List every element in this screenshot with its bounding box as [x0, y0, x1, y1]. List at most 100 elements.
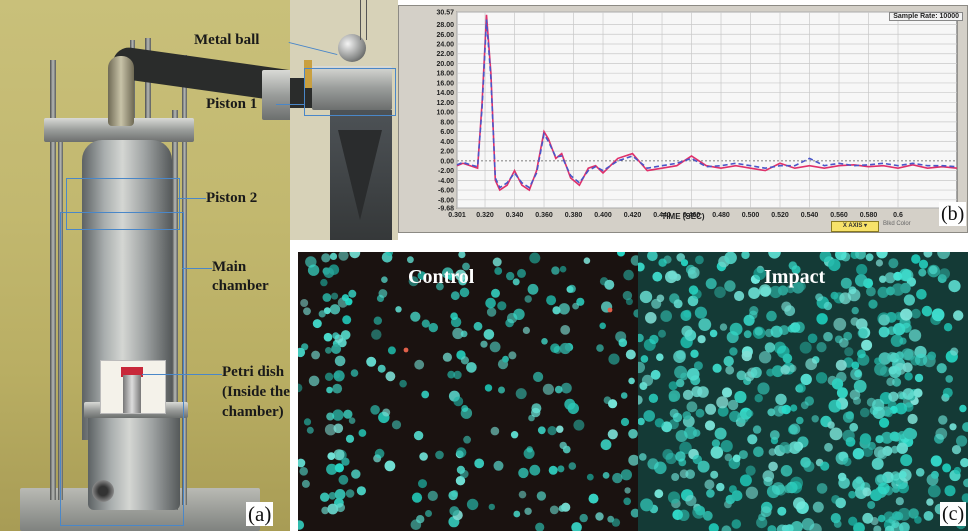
cell-nucleus [686, 401, 698, 413]
cell-nucleus [945, 375, 953, 383]
x-axis-dropdown[interactable]: X AXIS ▾ [831, 221, 879, 232]
cell-nucleus [788, 441, 802, 454]
cell-nucleus [884, 272, 896, 284]
cell-nucleus [852, 448, 865, 460]
metal-ball-label: Metal ball [194, 32, 260, 48]
cell-nucleus [747, 434, 758, 445]
x-tick-label: 0.540 [801, 212, 819, 219]
cell-nucleus [656, 353, 664, 361]
cell-nucleus [450, 291, 460, 301]
cell-nucleus [836, 387, 848, 399]
cell-nucleus [654, 418, 665, 428]
cell-nucleus [714, 286, 726, 299]
cell-nucleus [599, 322, 606, 330]
cell-nucleus [341, 457, 350, 466]
cell-nucleus [537, 426, 546, 435]
main-chamber-label-line1: Main [212, 259, 247, 275]
panel-b-tag: (b) [939, 202, 967, 226]
cell-nucleus [780, 365, 790, 375]
cell-nucleus [830, 513, 841, 524]
cell-nucleus [561, 382, 572, 394]
cell-nucleus [923, 252, 933, 258]
cell-nucleus [870, 489, 882, 502]
cell-nucleus [879, 417, 890, 428]
y-tick-label: 20.00 [436, 61, 454, 68]
cell-nucleus [307, 264, 320, 276]
cell-nucleus [321, 506, 329, 515]
cell-nucleus [331, 292, 339, 300]
waveform-chart: 30.57 28.00 26.00 24.00 22.00 20.00 18.00 16.00… [436, 10, 958, 219]
cell-nucleus [373, 316, 382, 325]
cell-nucleus [345, 489, 355, 498]
cell-nucleus [320, 492, 330, 502]
cell-nucleus [842, 457, 852, 467]
cell-nucleus [710, 446, 724, 459]
cell-nucleus [931, 308, 945, 322]
y-tick-label: 30.57 [436, 10, 454, 17]
cell-nucleus [805, 358, 818, 371]
cell-nucleus [956, 435, 968, 447]
cell-nucleus [788, 261, 797, 270]
petri-dish-leader [142, 374, 222, 375]
cell-nucleus [298, 383, 303, 393]
red-cell-marker [607, 307, 613, 313]
sample-rate-badge: Sample Rate: 10000 [889, 12, 963, 21]
cell-nucleus [456, 447, 467, 458]
cell-nucleus [960, 458, 968, 468]
cell-nucleus [300, 299, 309, 307]
cell-nucleus [600, 439, 612, 451]
cell-nucleus [348, 289, 357, 298]
cell-nucleus [768, 448, 776, 456]
cell-nucleus [911, 254, 921, 264]
cell-nucleus [899, 522, 910, 531]
cell-nucleus [741, 350, 752, 362]
cell-nucleus [645, 312, 657, 324]
cell-nucleus [327, 503, 339, 515]
cell-nucleus [878, 314, 890, 326]
cell-nucleus [667, 270, 678, 280]
cell-nucleus [716, 482, 725, 492]
cell-nucleus [953, 310, 964, 321]
cell-nucleus [486, 307, 497, 317]
cell-nucleus [897, 507, 911, 521]
cell-nucleus [326, 412, 335, 421]
cell-nucleus [533, 371, 544, 382]
control-cells [298, 252, 638, 531]
cell-nucleus [724, 252, 737, 265]
cell-nucleus [366, 356, 377, 367]
cell-nucleus [298, 458, 306, 468]
cell-nucleus [333, 372, 340, 379]
cell-nucleus [308, 375, 320, 387]
cell-nucleus [719, 323, 728, 331]
cell-nucleus [641, 374, 654, 386]
cell-nucleus [551, 266, 560, 275]
cell-nucleus [455, 476, 466, 486]
x-tick-label: 0.500 [742, 212, 760, 219]
cell-nucleus [729, 322, 743, 336]
cell-nucleus [667, 491, 681, 504]
cell-nucleus [334, 489, 346, 500]
cell-nucleus [697, 460, 710, 473]
blkd-color-button[interactable]: Blkd Color [883, 221, 911, 227]
cell-nucleus [333, 423, 344, 434]
cell-nucleus [687, 266, 700, 279]
cell-nucleus [484, 384, 493, 392]
x-tick-label: 0.400 [594, 212, 612, 219]
wire [366, 0, 367, 40]
y-tick-label: 22.00 [436, 51, 454, 58]
cell-nucleus [628, 454, 638, 466]
cell-nucleus [638, 361, 645, 374]
cell-nucleus [640, 498, 654, 512]
cell-nucleus [395, 306, 402, 313]
control-image: Control [298, 252, 638, 531]
cell-nucleus [867, 501, 876, 509]
cell-nucleus [560, 325, 571, 335]
metal-ball-leader [288, 41, 338, 56]
cell-nucleus [332, 409, 344, 421]
cell-nucleus [378, 289, 388, 298]
cell-nucleus [823, 331, 833, 342]
cell-nucleus [902, 388, 915, 400]
cell-nucleus [781, 301, 792, 312]
cell-nucleus [903, 294, 915, 306]
cell-nucleus [750, 366, 762, 379]
